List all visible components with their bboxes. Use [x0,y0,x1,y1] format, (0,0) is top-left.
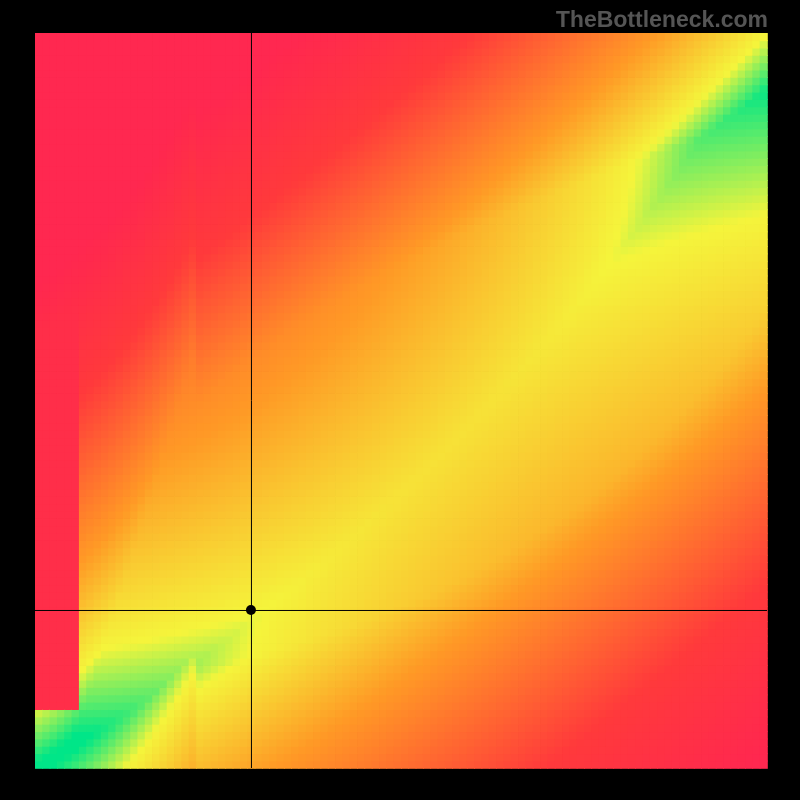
watermark-text: TheBottleneck.com [556,6,768,33]
chart-container: TheBottleneck.com [0,0,800,800]
bottleneck-heatmap [0,0,800,800]
